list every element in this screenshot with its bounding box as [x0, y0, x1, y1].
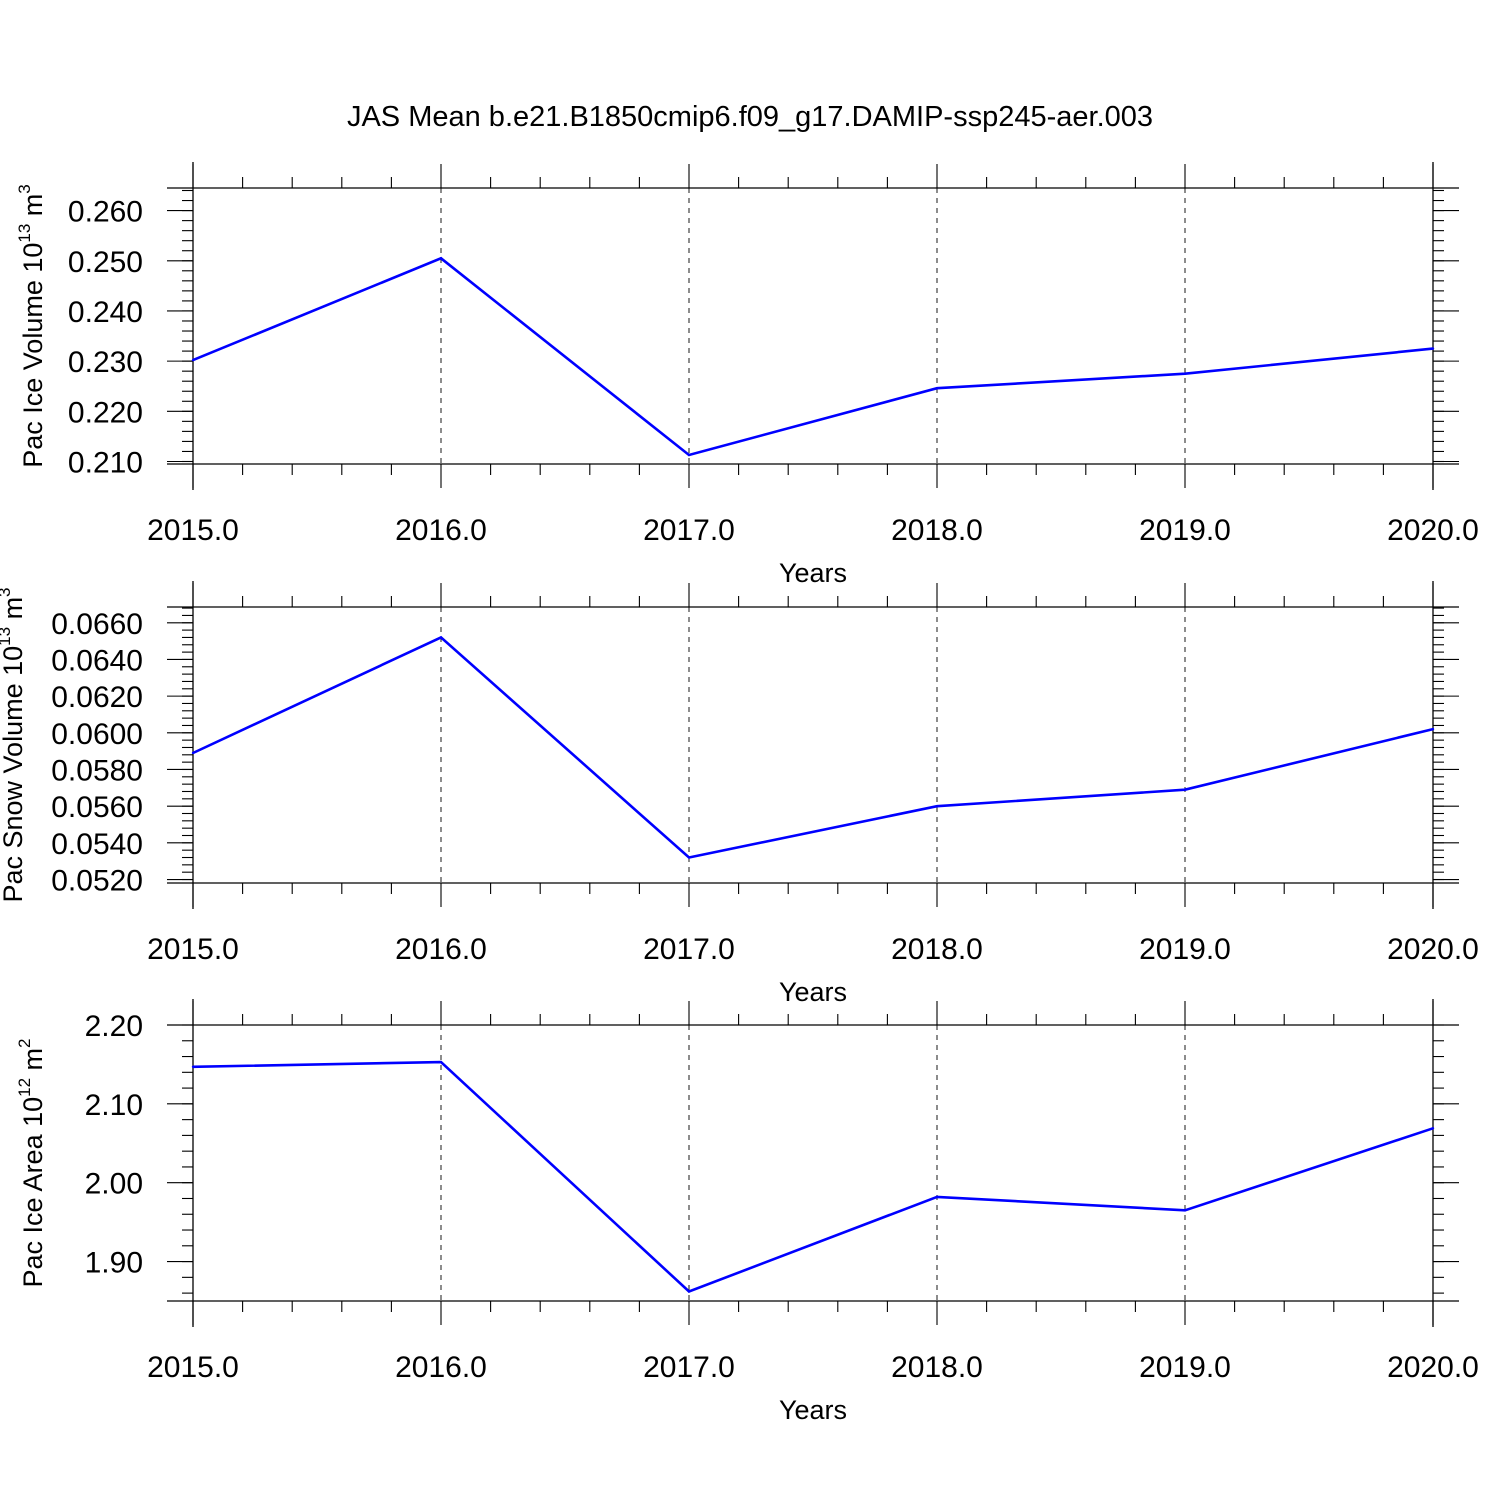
x-tick-label: 2016.0: [395, 933, 487, 966]
y-tick-label: 0.0600: [51, 718, 143, 751]
x-tick-label: 2020.0: [1387, 514, 1479, 547]
x-axis-label: Years: [779, 558, 847, 588]
y-tick-label: 0.230: [68, 346, 143, 379]
data-point: [687, 453, 691, 457]
y-axis-label-part: 12: [15, 1078, 34, 1097]
x-tick-label: 2019.0: [1139, 1351, 1231, 1384]
data-point: [1431, 347, 1435, 350]
data-point: [935, 804, 939, 808]
y-axis-label-part: Pac Snow Volume 10: [0, 646, 28, 903]
y-tick-label: 0.0540: [51, 828, 143, 861]
y-tick-label: 2.10: [85, 1089, 143, 1122]
x-tick-label: 2017.0: [643, 1351, 735, 1384]
y-axis-label-part: m: [18, 1048, 48, 1078]
data-point: [687, 1290, 691, 1293]
y-axis-label-part: Pac Ice Area 10: [18, 1097, 48, 1288]
y-tick-label: 0.0560: [51, 791, 143, 824]
x-tick-label: 2020.0: [1387, 1351, 1479, 1384]
x-tick-label: 2017.0: [643, 514, 735, 547]
x-tick-label: 2016.0: [395, 514, 487, 547]
x-tick-label: 2015.0: [147, 933, 239, 966]
panel-2: 2015.0 2016.0 2017.0 2018.0 2019.0 2020.0 Year…: [0, 581, 1479, 1007]
data-point: [1431, 1127, 1435, 1130]
data-point: [935, 1195, 939, 1199]
x-axis-label: Years: [779, 977, 847, 1007]
x-tick-label: 2020.0: [1387, 933, 1479, 966]
y-axis-label: Pac Snow Volume 1013 m3: [0, 587, 28, 902]
x-tick-label: 2016.0: [395, 1351, 487, 1384]
y-tick-label: 0.240: [68, 296, 143, 329]
y-tick-label: 0.250: [68, 246, 143, 279]
data-point: [191, 358, 195, 362]
data-point: [1183, 372, 1187, 375]
y-tick-label: 2.00: [85, 1168, 143, 1201]
data-point: [439, 1060, 443, 1064]
x-tick-label: 2019.0: [1139, 933, 1231, 966]
y-axis-label-part: 13: [0, 627, 14, 646]
y-axis-label-part: 2: [15, 1038, 34, 1047]
x-tick-label: 2017.0: [643, 933, 735, 966]
data-point: [439, 257, 443, 260]
y-axis-label-part: Pac Ice Volume 10: [18, 243, 48, 468]
y-tick-label: 2.20: [85, 1010, 143, 1043]
data-point: [1183, 1209, 1187, 1212]
x-tick-label: 2018.0: [891, 933, 983, 966]
y-tick-label: 0.220: [68, 396, 143, 429]
panels: 2015.0 2016.0 2017.0 2018.0 2019.0 2020.0 Year…: [0, 162, 1479, 1425]
y-axis-label-part: 3: [0, 587, 14, 596]
x-tick-label: 2018.0: [891, 1351, 983, 1384]
panel-1: 2015.0 2016.0 2017.0 2018.0 2019.0 2020.0 Year…: [15, 162, 1479, 588]
y-axis-label-part: m: [0, 597, 28, 627]
y-tick-label: 1.90: [85, 1247, 143, 1280]
x-tick-label: 2015.0: [147, 514, 239, 547]
data-point: [1431, 727, 1435, 731]
data-point: [439, 636, 443, 639]
data-point: [1183, 788, 1187, 791]
y-tick-label: 0.0640: [51, 644, 143, 677]
y-tick-label: 0.0620: [51, 681, 143, 714]
x-axis-label: Years: [779, 1395, 847, 1425]
series-line: [192, 1060, 1434, 1294]
y-tick-label: 0.210: [68, 446, 143, 479]
figure-title: JAS Mean b.e21.B1850cmip6.f09_g17.DAMIP-…: [347, 101, 1153, 133]
y-tick-label: 0.0580: [51, 754, 143, 787]
y-axis-label-part: m: [18, 194, 48, 224]
data-point: [191, 751, 195, 755]
y-axis-label: Pac Ice Volume 1013 m3: [15, 184, 48, 468]
x-tick-label: 2018.0: [891, 514, 983, 547]
y-axis-label-part: 3: [15, 184, 34, 193]
series-line: [192, 635, 1434, 859]
series-line: [192, 256, 1434, 457]
data-point: [191, 1065, 195, 1068]
panel-3: 2015.0 2016.0 2017.0 2018.0 2019.0 2020.0 Year…: [15, 999, 1479, 1425]
y-axis-label-part: 13: [15, 224, 34, 243]
y-tick-label: 0.0520: [51, 865, 143, 898]
y-tick-label: 0.0660: [51, 608, 143, 641]
y-tick-label: 0.260: [68, 196, 143, 229]
data-point: [687, 856, 691, 859]
y-axis-label: Pac Ice Area 1012 m2: [15, 1038, 48, 1287]
x-tick-label: 2019.0: [1139, 514, 1231, 547]
data-point: [935, 387, 939, 390]
x-tick-label: 2015.0: [147, 1351, 239, 1384]
